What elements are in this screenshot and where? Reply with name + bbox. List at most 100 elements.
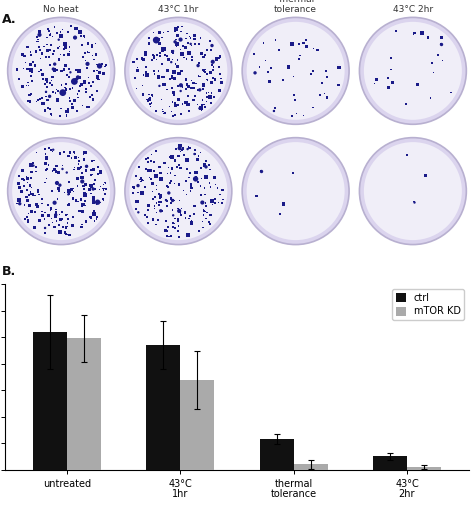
Point bbox=[90, 210, 98, 218]
Point bbox=[167, 177, 174, 185]
Point bbox=[31, 223, 39, 231]
Point bbox=[164, 223, 172, 231]
Point bbox=[151, 202, 158, 210]
Point bbox=[142, 63, 149, 71]
Point bbox=[191, 175, 198, 183]
Ellipse shape bbox=[246, 142, 345, 240]
Point bbox=[275, 46, 283, 54]
Point bbox=[65, 190, 73, 198]
Point bbox=[81, 148, 89, 157]
Point bbox=[51, 223, 58, 231]
Point bbox=[32, 47, 39, 56]
Point bbox=[182, 85, 190, 93]
Point bbox=[29, 159, 36, 167]
Point bbox=[53, 179, 61, 187]
Point bbox=[182, 214, 189, 222]
Point bbox=[182, 43, 190, 52]
Point bbox=[75, 87, 82, 95]
Point bbox=[176, 196, 183, 204]
Point bbox=[71, 96, 79, 105]
Point bbox=[46, 46, 54, 54]
Title: Thermal
tolerance: Thermal tolerance bbox=[274, 0, 317, 14]
Point bbox=[16, 199, 24, 208]
Point bbox=[201, 191, 209, 199]
Point bbox=[174, 23, 182, 31]
Point bbox=[88, 43, 96, 51]
Point bbox=[176, 142, 184, 150]
Point bbox=[57, 104, 64, 112]
Point bbox=[196, 73, 204, 81]
Point bbox=[71, 33, 79, 41]
Point bbox=[134, 182, 142, 190]
Point bbox=[55, 184, 63, 192]
Point bbox=[74, 73, 82, 81]
Point bbox=[182, 177, 190, 185]
Point bbox=[145, 96, 152, 105]
Point bbox=[93, 61, 101, 69]
Point bbox=[216, 191, 224, 199]
Point bbox=[157, 207, 164, 215]
Point bbox=[98, 60, 106, 68]
Point bbox=[149, 216, 157, 224]
Point bbox=[84, 60, 91, 68]
Point bbox=[174, 217, 182, 225]
Point bbox=[139, 81, 146, 89]
Point bbox=[15, 75, 23, 83]
Point bbox=[156, 170, 164, 178]
Point bbox=[151, 204, 158, 212]
Point bbox=[205, 161, 213, 169]
Point bbox=[51, 23, 59, 31]
Point bbox=[51, 60, 58, 68]
Point bbox=[43, 83, 51, 91]
Point bbox=[75, 165, 82, 173]
Point bbox=[64, 215, 72, 223]
Point bbox=[211, 75, 219, 83]
Point bbox=[202, 163, 210, 171]
Point bbox=[172, 111, 179, 119]
Point bbox=[79, 102, 87, 110]
Point bbox=[71, 149, 78, 158]
Point bbox=[36, 67, 43, 75]
Point bbox=[201, 68, 209, 76]
Point bbox=[207, 183, 214, 191]
Point bbox=[161, 44, 168, 52]
Point bbox=[385, 74, 392, 82]
Point bbox=[262, 57, 269, 65]
Point bbox=[24, 96, 31, 105]
Point bbox=[34, 186, 42, 194]
Point bbox=[164, 66, 172, 74]
Point bbox=[206, 165, 214, 173]
Point bbox=[186, 212, 194, 220]
Point bbox=[141, 211, 149, 219]
Point bbox=[177, 87, 184, 95]
Point bbox=[83, 162, 91, 170]
Point bbox=[185, 107, 192, 115]
Bar bbox=[146, 345, 180, 470]
Point bbox=[19, 175, 27, 183]
Point bbox=[75, 154, 82, 162]
Point bbox=[42, 53, 50, 61]
Point bbox=[58, 81, 65, 89]
Point bbox=[90, 185, 97, 193]
Point bbox=[41, 229, 49, 237]
Point bbox=[81, 78, 89, 86]
Point bbox=[149, 179, 156, 187]
Point bbox=[163, 232, 171, 240]
Point bbox=[55, 36, 63, 44]
Point bbox=[80, 182, 87, 190]
Point bbox=[316, 91, 324, 99]
Point bbox=[270, 107, 278, 115]
Point bbox=[60, 147, 67, 156]
Point bbox=[143, 68, 150, 76]
Point bbox=[20, 182, 27, 190]
Point bbox=[208, 79, 215, 87]
Point bbox=[177, 110, 185, 118]
Point bbox=[51, 165, 58, 173]
Point bbox=[216, 52, 223, 60]
Point bbox=[170, 219, 178, 227]
Point bbox=[91, 207, 98, 215]
Point bbox=[182, 76, 190, 84]
Point bbox=[184, 145, 191, 153]
Ellipse shape bbox=[364, 142, 462, 240]
Point bbox=[24, 216, 31, 224]
